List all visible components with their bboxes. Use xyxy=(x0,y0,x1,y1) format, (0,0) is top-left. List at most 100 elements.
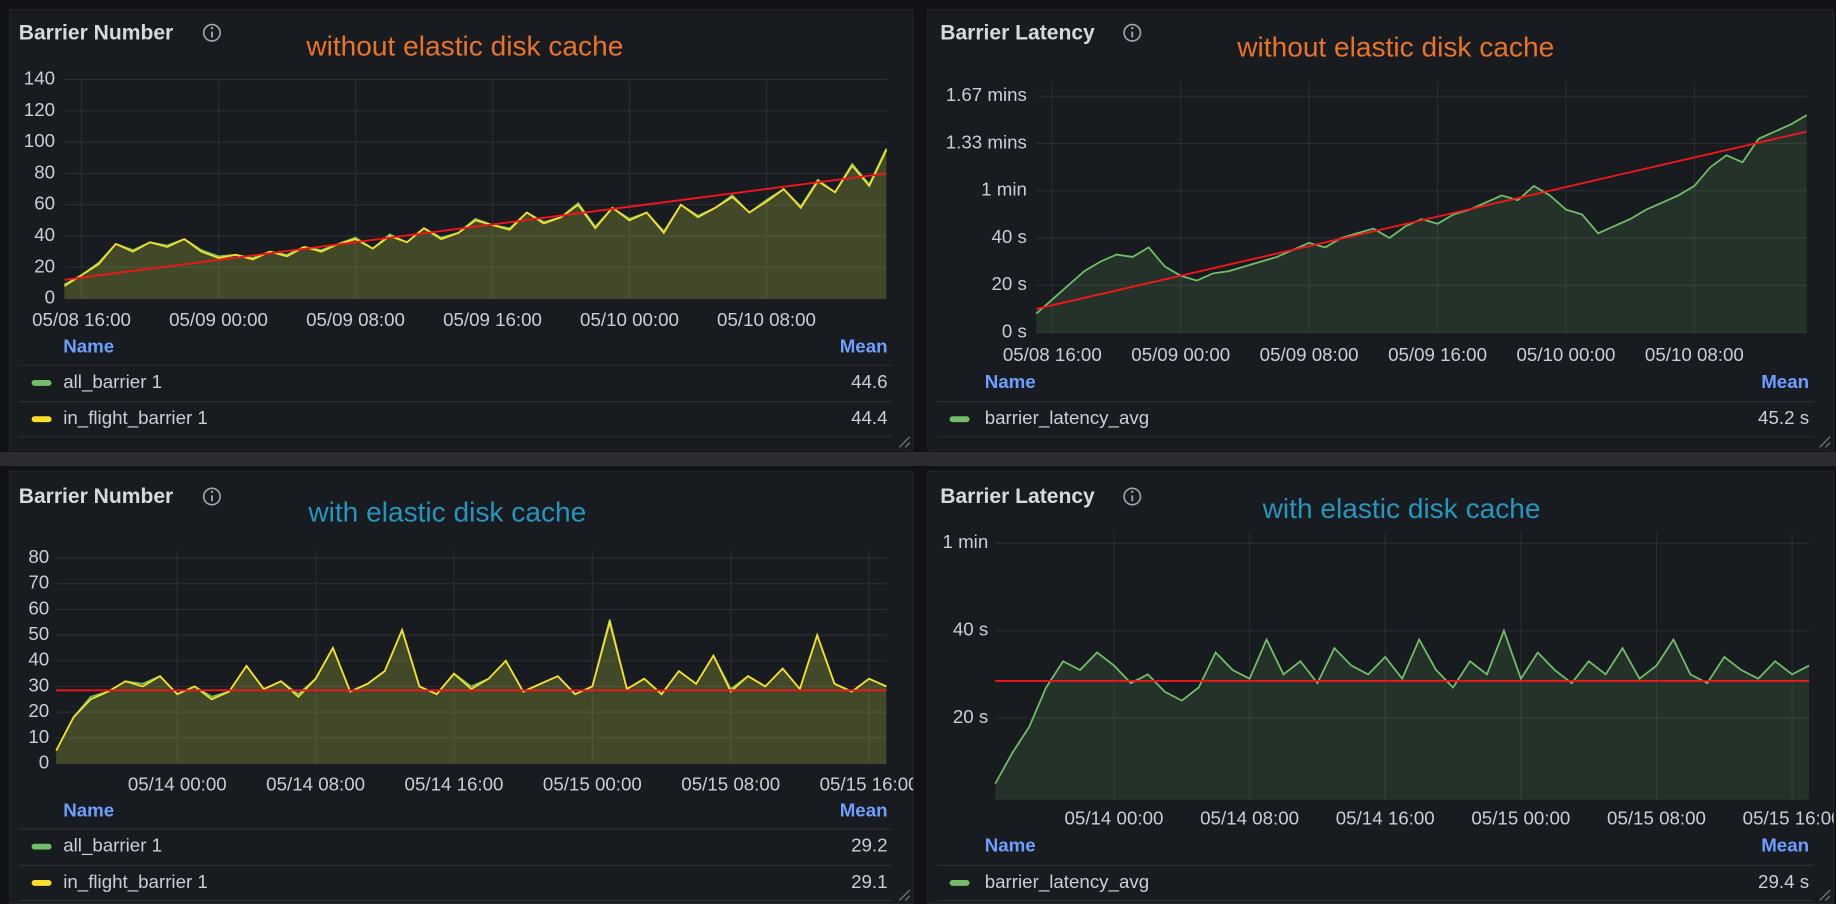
info-icon xyxy=(1123,23,1142,42)
legend-header-name: Name xyxy=(63,799,114,820)
legend-header-mean: Mean xyxy=(1761,835,1809,856)
y-tick-label: 80 xyxy=(34,161,55,182)
x-tick-label: 05/10 08:00 xyxy=(717,309,816,330)
legend-name: all_barrier 1 xyxy=(63,371,162,393)
y-tick-label: 60 xyxy=(34,193,55,214)
x-tick-label: 05/09 16:00 xyxy=(1388,344,1487,365)
y-tick-label: 50 xyxy=(28,623,49,644)
info-icon xyxy=(202,487,221,506)
info-icon-dot xyxy=(1131,26,1134,30)
panel: Barrier Latency without elastic disk cach… xyxy=(927,9,1834,451)
area xyxy=(56,619,887,764)
legend-swatch xyxy=(31,379,52,386)
x-tick-label: 05/15 08:00 xyxy=(681,774,780,795)
info-icon xyxy=(1123,487,1142,506)
y-tick-label: 120 xyxy=(24,99,55,120)
y-tick-label: 140 xyxy=(24,68,55,89)
series-line xyxy=(63,149,888,287)
legend-header-name: Name xyxy=(985,371,1036,392)
y-tick-label: 20 s xyxy=(953,706,988,727)
panel-title: Barrier Latency xyxy=(940,22,1095,45)
x-tick-label: 05/09 00:00 xyxy=(1131,344,1230,365)
legend-header-name: Name xyxy=(63,336,114,357)
row-divider xyxy=(0,452,1836,467)
y-tick-label: 40 xyxy=(34,224,55,245)
y-tick-label: 0 xyxy=(39,751,49,772)
x-tick-label: 05/14 08:00 xyxy=(266,774,365,795)
resize-handle xyxy=(898,436,911,448)
y-tick-label: 80 xyxy=(28,546,49,567)
legend-header-mean: Mean xyxy=(840,336,888,357)
legend-name: all_barrier 1 xyxy=(63,835,162,857)
legend-swatch xyxy=(949,879,970,886)
series-line xyxy=(1035,114,1808,315)
legend-swatch xyxy=(949,416,970,423)
series-line xyxy=(994,628,1810,785)
panel: Barrier Latency with elastic disk cache 20… xyxy=(927,470,1836,904)
y-tick-label: 1.67 mins xyxy=(946,84,1027,105)
y-tick-label: 1.33 mins xyxy=(946,131,1027,152)
annotation: without elastic disk cache xyxy=(1236,32,1554,63)
y-tick-label: 10 xyxy=(28,726,49,747)
area xyxy=(64,150,887,299)
area xyxy=(56,622,887,764)
legend-mean: 44.4 xyxy=(851,407,887,428)
resize-handle xyxy=(1819,436,1831,448)
x-tick-label: 05/10 00:00 xyxy=(580,309,679,330)
info-icon-dot xyxy=(210,490,214,493)
legend-header-mean: Mean xyxy=(840,799,888,820)
resize-handle xyxy=(898,889,911,901)
legend-mean: 29.1 xyxy=(851,871,887,892)
legend-name: barrier_latency_avg xyxy=(985,407,1149,429)
area xyxy=(64,148,887,299)
x-tick-label: 05/10 08:00 xyxy=(1645,344,1744,365)
panel: Barrier Number without elastic disk cache… xyxy=(9,9,914,451)
y-tick-label: 1 min xyxy=(942,531,988,552)
y-tick-label: 100 xyxy=(24,130,55,151)
y-tick-label: 40 xyxy=(28,649,49,670)
y-tick-label: 60 xyxy=(28,597,49,618)
x-tick-label: 05/14 00:00 xyxy=(1065,808,1164,829)
x-tick-label: 05/15 16:00 xyxy=(1743,808,1836,829)
y-tick-label: 20 xyxy=(34,255,55,276)
panel-background xyxy=(927,470,1834,904)
trend-line xyxy=(1036,130,1807,310)
x-tick-label: 05/15 16:00 xyxy=(820,774,919,795)
legend-mean: 29.4 s xyxy=(1758,871,1809,892)
legend-name: in_flight_barrier 1 xyxy=(63,871,208,893)
x-tick-label: 05/14 16:00 xyxy=(405,774,504,795)
y-tick-label: 40 s xyxy=(992,226,1027,247)
y-tick-label: 20 xyxy=(28,700,49,721)
panel-title: Barrier Number xyxy=(19,485,174,508)
x-tick-label: 05/15 08:00 xyxy=(1607,808,1706,829)
y-tick-label: 30 xyxy=(28,674,49,695)
panel-title: Barrier Number xyxy=(19,22,174,45)
panel-title: Barrier Latency xyxy=(940,485,1095,508)
x-tick-label: 05/08 16:00 xyxy=(1003,344,1102,365)
legend-swatch xyxy=(31,879,52,886)
x-tick-label: 05/09 16:00 xyxy=(443,309,542,330)
panel-background xyxy=(9,470,914,904)
annotation: with elastic disk cache xyxy=(1262,493,1541,524)
legend-name: barrier_latency_avg xyxy=(985,871,1149,893)
y-tick-label: 1 min xyxy=(981,179,1027,200)
legend-swatch xyxy=(31,843,52,850)
info-icon-dot xyxy=(1131,490,1134,493)
area xyxy=(995,630,1810,800)
x-tick-label: 05/14 08:00 xyxy=(1200,808,1299,829)
info-icon xyxy=(202,23,221,42)
legend-swatch xyxy=(31,416,52,423)
x-tick-label: 05/15 00:00 xyxy=(543,774,642,795)
annotation: with elastic disk cache xyxy=(307,496,586,527)
legend-mean: 29.2 xyxy=(851,835,887,856)
y-tick-label: 0 s xyxy=(1002,321,1027,342)
y-tick-label: 0 xyxy=(45,287,55,308)
x-tick-label: 05/14 16:00 xyxy=(1336,808,1435,829)
info-icon-dot xyxy=(210,26,214,30)
y-tick-label: 20 s xyxy=(992,273,1027,294)
legend-mean: 45.2 s xyxy=(1758,407,1809,428)
x-tick-label: 05/09 00:00 xyxy=(169,309,268,330)
x-tick-label: 05/15 00:00 xyxy=(1471,808,1570,829)
